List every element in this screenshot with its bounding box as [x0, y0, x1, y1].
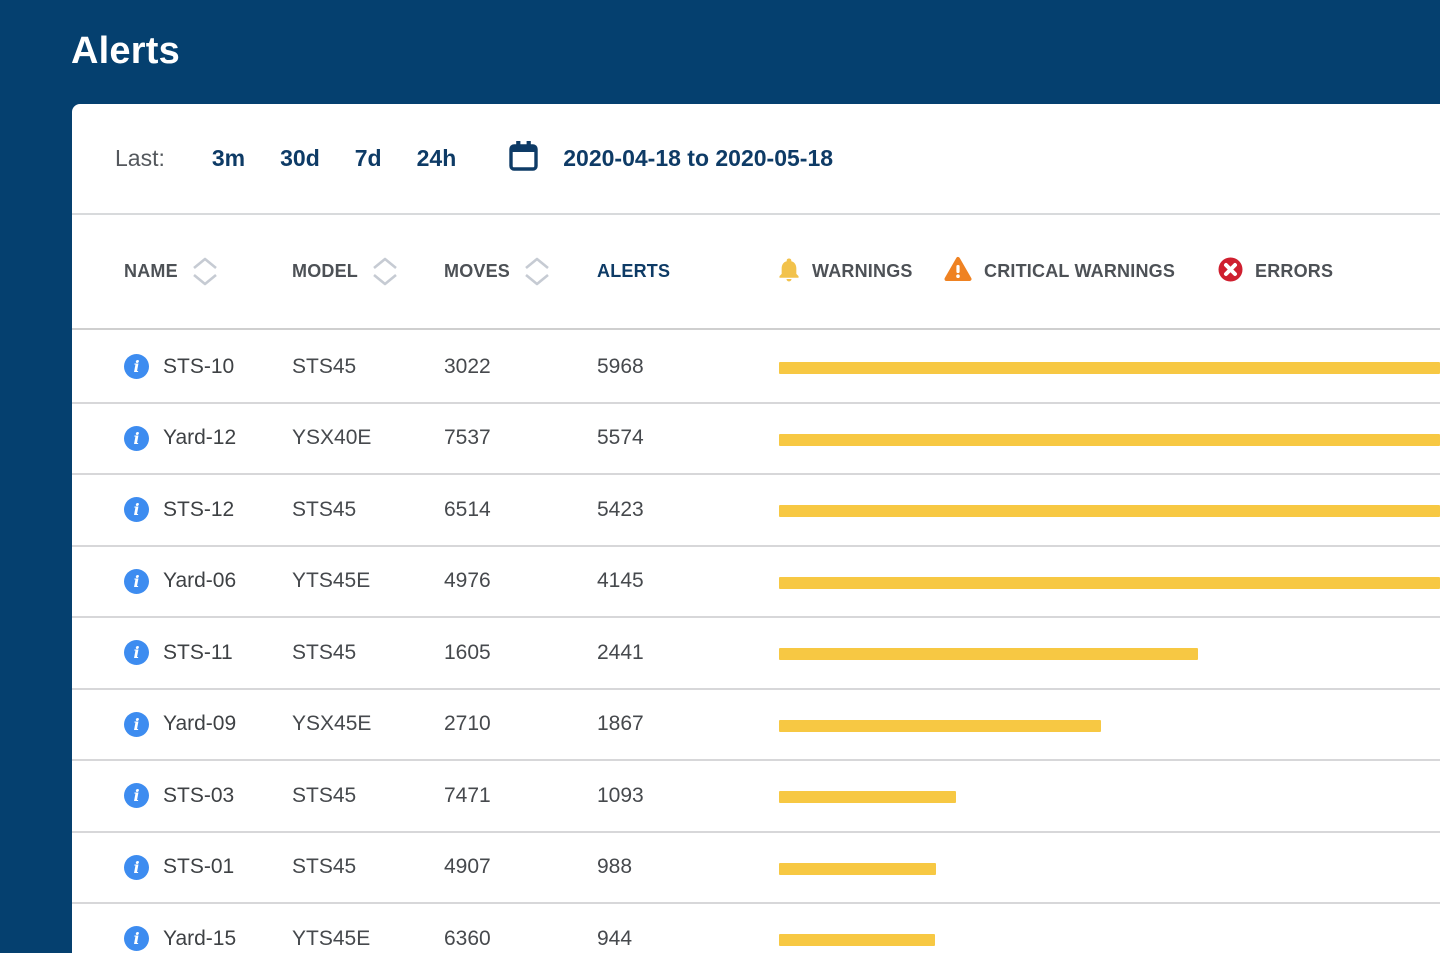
table-row: i STS-11 STS45 1605 2441: [72, 618, 1440, 690]
crane-name[interactable]: Yard-12: [163, 404, 236, 474]
bell-icon: [778, 256, 800, 288]
crane-model: STS45: [292, 761, 356, 831]
table-body: i STS-10 STS45 3022 5968 i Yard-12 YSX40…: [72, 332, 1440, 953]
alerts-count: 1093: [597, 761, 644, 831]
alerts-count: 944: [597, 904, 632, 953]
last-label: Last:: [115, 145, 165, 172]
warnings-bar: [779, 720, 1101, 732]
table-row: i STS-01 STS45 4907 988: [72, 833, 1440, 905]
info-icon[interactable]: i: [124, 926, 149, 951]
info-icon[interactable]: i: [124, 640, 149, 665]
crane-model: STS45: [292, 475, 356, 545]
sort-chevrons-icon[interactable]: [371, 257, 399, 286]
crane-model: YTS45E: [292, 547, 370, 617]
table-row: i Yard-09 YSX45E 2710 1867: [72, 690, 1440, 762]
warnings-bar: [779, 434, 1440, 446]
warnings-bar: [779, 791, 956, 803]
legend-critical-warnings: CRITICAL WARNINGS: [944, 215, 1175, 328]
moves-count: 7537: [444, 404, 491, 474]
warnings-bar: [779, 648, 1198, 660]
range-options: 3m 30d 7d 24h: [212, 145, 456, 172]
sort-chevrons-icon[interactable]: [523, 257, 551, 286]
alerts-count: 2441: [597, 618, 644, 688]
info-icon[interactable]: i: [124, 426, 149, 451]
warnings-bar: [779, 934, 935, 946]
alerts-panel: Last: 3m 30d 7d 24h 2020-04-18 to 2020-05-1…: [72, 104, 1440, 953]
range-option[interactable]: 7d: [355, 145, 382, 172]
calendar-button[interactable]: [508, 140, 539, 178]
crane-model: STS45: [292, 332, 356, 402]
column-header-moves[interactable]: MOVES: [444, 215, 551, 328]
table-header: NAME MODEL MOVES ALERTS: [72, 215, 1440, 330]
moves-count: 7471: [444, 761, 491, 831]
alerts-count: 5968: [597, 332, 644, 402]
alerts-count: 988: [597, 833, 632, 903]
table-row: i STS-10 STS45 3022 5968: [72, 332, 1440, 404]
date-range[interactable]: 2020-04-18 to 2020-05-18: [563, 145, 833, 172]
crane-name[interactable]: Yard-06: [163, 547, 236, 617]
range-option[interactable]: 3m: [212, 145, 245, 172]
crane-name[interactable]: Yard-09: [163, 690, 236, 760]
info-icon[interactable]: i: [124, 497, 149, 522]
table-row: i Yard-06 YTS45E 4976 4145: [72, 547, 1440, 619]
time-filter-bar: Last: 3m 30d 7d 24h 2020-04-18 to 2020-05-1…: [72, 104, 1440, 215]
moves-count: 1605: [444, 618, 491, 688]
crane-name[interactable]: STS-12: [163, 475, 234, 545]
info-icon[interactable]: i: [124, 712, 149, 737]
info-icon[interactable]: i: [124, 783, 149, 808]
alerts-count: 4145: [597, 547, 644, 617]
legend-warnings: WARNINGS: [778, 215, 913, 328]
warning-triangle-icon: [944, 256, 972, 287]
moves-count: 4976: [444, 547, 491, 617]
column-header-name[interactable]: NAME: [124, 215, 219, 328]
table-row: i Yard-15 YTS45E 6360 944: [72, 904, 1440, 953]
crane-model: STS45: [292, 618, 356, 688]
alerts-count: 1867: [597, 690, 644, 760]
info-icon[interactable]: i: [124, 354, 149, 379]
crane-name[interactable]: STS-01: [163, 833, 234, 903]
info-icon[interactable]: i: [124, 855, 149, 880]
table-row: i Yard-12 YSX40E 7537 5574: [72, 404, 1440, 476]
sort-chevrons-icon[interactable]: [191, 257, 219, 286]
crane-name[interactable]: STS-11: [163, 618, 233, 688]
alerts-count: 5423: [597, 475, 644, 545]
moves-count: 6360: [444, 904, 491, 953]
error-circle-icon: [1218, 257, 1243, 287]
column-header-model[interactable]: MODEL: [292, 215, 399, 328]
moves-count: 3022: [444, 332, 491, 402]
moves-count: 6514: [444, 475, 491, 545]
range-option[interactable]: 24h: [417, 145, 457, 172]
column-header-alerts[interactable]: ALERTS: [597, 215, 670, 328]
warnings-bar: [779, 577, 1440, 589]
crane-model: YSX45E: [292, 690, 371, 760]
moves-count: 4907: [444, 833, 491, 903]
warnings-bar: [779, 362, 1440, 374]
crane-name[interactable]: STS-03: [163, 761, 234, 831]
page-title: Alerts: [71, 30, 180, 73]
moves-count: 2710: [444, 690, 491, 760]
alerts-count: 5574: [597, 404, 644, 474]
warnings-bar: [779, 863, 936, 875]
range-option[interactable]: 30d: [280, 145, 320, 172]
crane-model: YTS45E: [292, 904, 370, 953]
table-row: i STS-12 STS45 6514 5423: [72, 475, 1440, 547]
legend-errors: ERRORS: [1218, 215, 1333, 328]
crane-model: STS45: [292, 833, 356, 903]
warnings-bar: [779, 505, 1440, 517]
crane-name[interactable]: Yard-15: [163, 904, 236, 953]
info-icon[interactable]: i: [124, 569, 149, 594]
crane-name[interactable]: STS-10: [163, 332, 234, 402]
calendar-icon: [508, 140, 539, 178]
table-row: i STS-03 STS45 7471 1093: [72, 761, 1440, 833]
crane-model: YSX40E: [292, 404, 371, 474]
